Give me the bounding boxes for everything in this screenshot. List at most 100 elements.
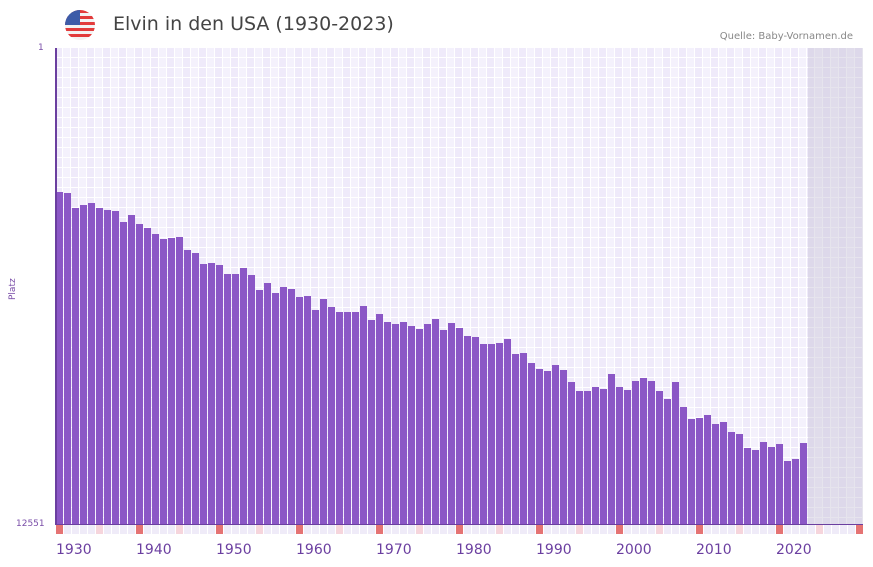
bar-2013[interactable] bbox=[720, 421, 727, 524]
bar-1956[interactable] bbox=[264, 282, 271, 524]
bar-1983[interactable] bbox=[480, 343, 487, 524]
bar-1973[interactable] bbox=[400, 321, 407, 524]
bar-1935[interactable] bbox=[96, 207, 103, 524]
bar-1980[interactable] bbox=[456, 327, 463, 524]
bar-2005[interactable] bbox=[656, 390, 663, 524]
bar-1994[interactable] bbox=[568, 381, 575, 524]
bar-2000[interactable] bbox=[616, 386, 623, 524]
bar-2004[interactable] bbox=[648, 380, 655, 524]
bar-1948[interactable] bbox=[200, 263, 207, 524]
bar-1970[interactable] bbox=[376, 313, 383, 524]
bar-2017[interactable] bbox=[752, 449, 759, 524]
year-marker bbox=[424, 525, 431, 534]
bar-1957[interactable] bbox=[272, 292, 279, 524]
bar-1939[interactable] bbox=[128, 215, 135, 524]
bar-1938[interactable] bbox=[120, 221, 127, 524]
bar-2009[interactable] bbox=[688, 418, 695, 524]
bar-1959[interactable] bbox=[288, 288, 295, 524]
bar-2018[interactable] bbox=[760, 441, 767, 524]
bar-1975[interactable] bbox=[416, 328, 423, 524]
bar-2002[interactable] bbox=[632, 380, 639, 524]
bar-1932[interactable] bbox=[72, 207, 79, 524]
bar-1961[interactable] bbox=[304, 295, 311, 524]
bar-1976[interactable] bbox=[424, 323, 431, 524]
bar-1965[interactable] bbox=[336, 311, 343, 524]
bar-1979[interactable] bbox=[448, 322, 455, 524]
bar-1936[interactable] bbox=[104, 210, 111, 524]
bar-1960[interactable] bbox=[296, 296, 303, 524]
bar-1986[interactable] bbox=[504, 338, 511, 524]
bar-2008[interactable] bbox=[680, 406, 687, 524]
bar-1991[interactable] bbox=[544, 370, 551, 524]
bar-2012[interactable] bbox=[712, 423, 719, 524]
bar-1958[interactable] bbox=[280, 286, 287, 524]
bar-1981[interactable] bbox=[464, 335, 471, 524]
bar-1967[interactable] bbox=[352, 311, 359, 524]
bar-1997[interactable] bbox=[592, 386, 599, 524]
bar-1995[interactable] bbox=[576, 390, 583, 524]
bar-1940[interactable] bbox=[136, 224, 143, 524]
bar-1993[interactable] bbox=[560, 369, 567, 524]
bar-1992[interactable] bbox=[552, 364, 559, 524]
bar-2019[interactable] bbox=[768, 446, 775, 524]
bar-1989[interactable] bbox=[528, 362, 535, 524]
bar-1968[interactable] bbox=[360, 305, 367, 524]
x-axis-line bbox=[55, 524, 863, 525]
bar-2010[interactable] bbox=[696, 417, 703, 524]
bar-2016[interactable] bbox=[744, 447, 751, 524]
bar-1953[interactable] bbox=[240, 267, 247, 524]
bar-1966[interactable] bbox=[344, 311, 351, 524]
bar-1934[interactable] bbox=[88, 202, 95, 524]
bar-1944[interactable] bbox=[168, 237, 175, 524]
bar-1952[interactable] bbox=[232, 273, 239, 524]
bar-2021[interactable] bbox=[784, 460, 791, 524]
bar-1969[interactable] bbox=[368, 319, 375, 524]
bar-1946[interactable] bbox=[184, 249, 191, 524]
bar-1930[interactable] bbox=[56, 191, 63, 524]
year-marker bbox=[256, 525, 263, 534]
bar-1941[interactable] bbox=[144, 227, 151, 524]
bar-1987[interactable] bbox=[512, 353, 519, 524]
bar-2022[interactable] bbox=[792, 458, 799, 524]
bar-1942[interactable] bbox=[152, 233, 159, 524]
bar-1990[interactable] bbox=[536, 368, 543, 524]
bar-1955[interactable] bbox=[256, 289, 263, 524]
bar-1950[interactable] bbox=[216, 264, 223, 524]
bar-2020[interactable] bbox=[776, 443, 783, 524]
bar-2015[interactable] bbox=[736, 433, 743, 524]
bar-1972[interactable] bbox=[392, 323, 399, 524]
bar-1982[interactable] bbox=[472, 336, 479, 524]
bar-1978[interactable] bbox=[440, 329, 447, 524]
bar-1937[interactable] bbox=[112, 210, 119, 524]
bar-1933[interactable] bbox=[80, 205, 87, 524]
year-marker bbox=[408, 525, 415, 534]
bar-1998[interactable] bbox=[600, 388, 607, 524]
bar-1951[interactable] bbox=[224, 273, 231, 524]
bar-2006[interactable] bbox=[664, 398, 671, 524]
bar-1931[interactable] bbox=[64, 192, 71, 524]
bar-1988[interactable] bbox=[520, 352, 527, 524]
bar-2001[interactable] bbox=[624, 389, 631, 524]
bar-1949[interactable] bbox=[208, 262, 215, 524]
bar-1954[interactable] bbox=[248, 274, 255, 524]
bar-1996[interactable] bbox=[584, 390, 591, 524]
bar-2007[interactable] bbox=[672, 381, 679, 524]
bar-2003[interactable] bbox=[640, 377, 647, 524]
bar-1945[interactable] bbox=[176, 236, 183, 524]
bar-2023[interactable] bbox=[800, 442, 807, 524]
bar-1984[interactable] bbox=[488, 343, 495, 524]
bar-1947[interactable] bbox=[192, 252, 199, 524]
bar-1999[interactable] bbox=[608, 373, 615, 524]
year-marker bbox=[248, 525, 255, 534]
bar-2014[interactable] bbox=[728, 431, 735, 524]
bar-1985[interactable] bbox=[496, 342, 503, 524]
x-tick-label: 1970 bbox=[376, 542, 412, 558]
bar-1977[interactable] bbox=[432, 318, 439, 524]
bar-1971[interactable] bbox=[384, 321, 391, 524]
bar-1962[interactable] bbox=[312, 309, 319, 524]
bar-1974[interactable] bbox=[408, 325, 415, 524]
bar-1943[interactable] bbox=[160, 238, 167, 524]
bar-2011[interactable] bbox=[704, 414, 711, 524]
bar-1963[interactable] bbox=[320, 298, 327, 524]
bar-1964[interactable] bbox=[328, 306, 335, 524]
